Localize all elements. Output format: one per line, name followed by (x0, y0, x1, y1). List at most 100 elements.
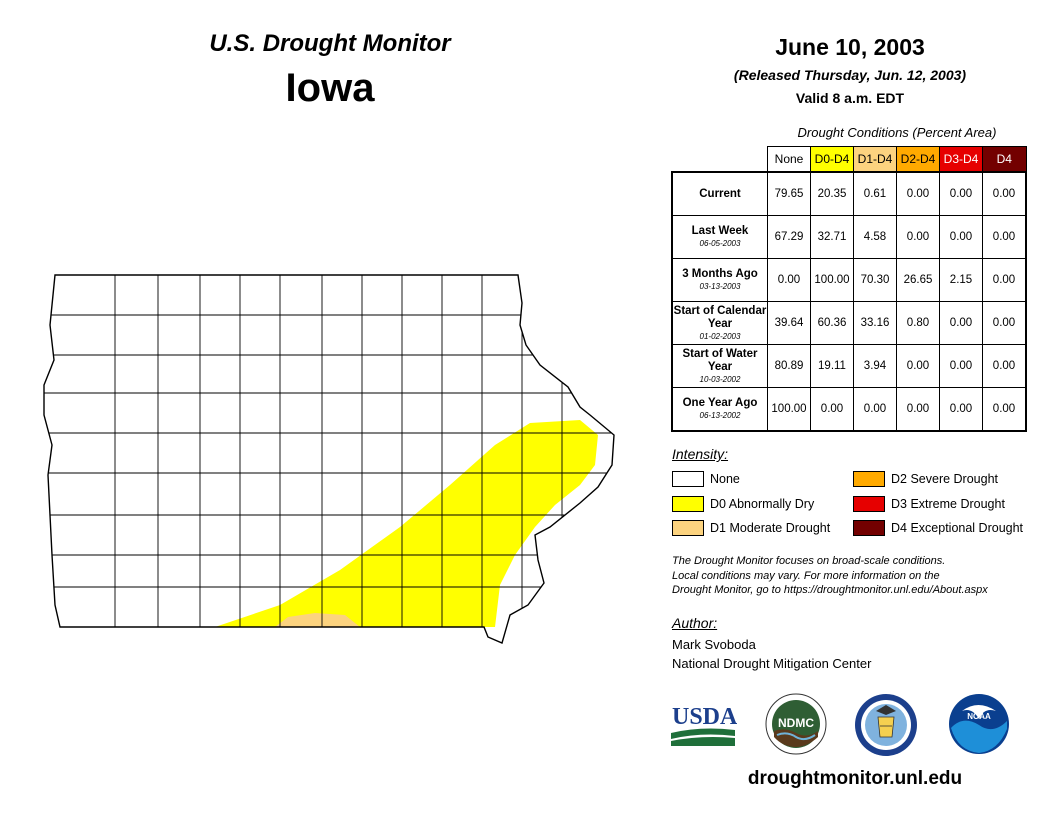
svg-text:USDA: USDA (672, 704, 737, 730)
table-cell: 0.00 (982, 171, 1027, 216)
drought-conditions-table: None D0-D4 D1-D4 D2-D4 D3-D4 D4 Current … (671, 146, 1027, 432)
table-corner (672, 147, 768, 173)
row-date: 06-13-2002 (699, 411, 741, 420)
table-cell: 70.30 (853, 258, 897, 302)
noaa-logo[interactable]: NOAA (948, 693, 1010, 755)
table-cell: 0.00 (939, 344, 983, 388)
valid-time: Valid 8 a.m. EDT (795, 90, 905, 106)
disclaimer-note: The Drought Monitor focuses on broad-sca… (672, 554, 1042, 598)
svg-text:NDMC: NDMC (778, 716, 814, 730)
table-cell: 0.00 (939, 215, 983, 259)
legend-label: D1 Moderate Drought (710, 521, 831, 535)
legend-swatch (853, 520, 885, 536)
column-header-d4: D4 (982, 146, 1027, 173)
legend-item-d3: D3 Extreme Drought (853, 496, 1005, 512)
row-date: 06-05-2003 (699, 239, 741, 248)
column-header-none: None (767, 146, 811, 173)
commerce-seal-logo[interactable] (854, 693, 918, 757)
legend-label: D0 Abnormally Dry (710, 497, 815, 511)
table-cell: 39.64 (767, 301, 811, 345)
table-cell: 0.00 (853, 387, 897, 432)
author-name: Mark Svoboda (672, 637, 756, 652)
table-row: 3 Months Ago 03-13-2003 0.00 100.00 70.30… (671, 258, 1027, 302)
table-cell: 20.35 (810, 171, 854, 216)
table-header-row: None D0-D4 D1-D4 D2-D4 D3-D4 D4 (672, 146, 1027, 173)
row-label: Start of Calendar Year 01-02-2003 (671, 301, 768, 345)
map-date: June 10, 2003 (775, 34, 925, 60)
table-cell: 0.80 (896, 301, 940, 345)
note-line: Local conditions may vary. For more info… (672, 569, 940, 582)
table-cell: 0.00 (982, 344, 1027, 388)
table-row: Start of Water Year 10-03-2002 80.89 19.1… (671, 344, 1027, 388)
table-row: One Year Ago 06-13-2002 100.00 0.00 0.00 … (671, 387, 1027, 432)
legend-swatch (853, 471, 885, 487)
table-row: Current 79.65 20.35 0.61 0.00 0.00 0.00 (671, 171, 1027, 216)
table-cell: 80.89 (767, 344, 811, 388)
table-cell: 100.00 (767, 387, 811, 432)
svg-text:NOAA: NOAA (967, 712, 991, 721)
table-cell: 19.11 (810, 344, 854, 388)
legend-swatch (672, 471, 704, 487)
table-cell: 67.29 (767, 215, 811, 259)
row-label: Last Week 06-05-2003 (671, 215, 768, 259)
legend-title: Intensity: (672, 446, 729, 462)
table-cell: 0.00 (982, 258, 1027, 302)
state-title: Iowa (285, 66, 375, 110)
legend-label: None (710, 472, 740, 486)
column-header-d0-d4: D0-D4 (810, 146, 854, 173)
legend-label: D4 Exceptional Drought (891, 521, 1024, 535)
table-cell: 0.00 (982, 301, 1027, 345)
region-d0-abnormally-dry (215, 420, 598, 627)
release-date: (Released Thursday, Jun. 12, 2003) (733, 67, 967, 83)
table-cell: 4.58 (853, 215, 897, 259)
column-header-d3-d4: D3-D4 (939, 146, 983, 173)
column-header-d2-d4: D2-D4 (896, 146, 940, 173)
legend-item-d4: D4 Exceptional Drought (853, 520, 1023, 536)
table-cell: 0.61 (853, 171, 897, 216)
table-cell: 0.00 (896, 215, 940, 259)
table-cell: 32.71 (810, 215, 854, 259)
legend-item-d1: D1 Moderate Drought (672, 520, 830, 536)
table-cell: 2.15 (939, 258, 983, 302)
monitor-title: U.S. Drought Monitor (209, 30, 451, 57)
table-cell: 0.00 (896, 171, 940, 216)
note-line: The Drought Monitor focuses on broad-sca… (672, 555, 946, 567)
table-cell: 0.00 (939, 387, 983, 432)
table-cell: 0.00 (982, 387, 1027, 432)
table-row: Last Week 06-05-2003 67.29 32.71 4.58 0.0… (671, 215, 1027, 259)
table-cell: 3.94 (853, 344, 897, 388)
iowa-state-outline (43, 274, 615, 644)
legend-item-d0: D0 Abnormally Dry (672, 496, 814, 512)
table-cell: 33.16 (853, 301, 897, 345)
table-cell: 0.00 (939, 171, 983, 216)
row-date: 03-13-2003 (699, 282, 741, 291)
row-label: One Year Ago 06-13-2002 (671, 387, 768, 432)
row-date: 01-02-2003 (699, 331, 741, 341)
table-cell: 0.00 (896, 344, 940, 388)
table-cell: 0.00 (810, 387, 854, 432)
author-org: National Drought Mitigation Center (672, 656, 872, 671)
region-d1-moderate-drought (275, 613, 360, 627)
ndmc-logo[interactable]: NDMC (765, 693, 827, 755)
table-cell: 0.00 (767, 258, 811, 302)
table-cell: 0.00 (939, 301, 983, 345)
table-caption: Drought Conditions (Percent Area) (797, 125, 997, 140)
table-cell: 100.00 (810, 258, 854, 302)
row-label: Current (671, 171, 768, 216)
author-title: Author: (672, 615, 718, 631)
usda-logo[interactable]: USDA (671, 700, 737, 750)
legend-item-none: None (672, 471, 740, 487)
row-label: 3 Months Ago 03-13-2003 (671, 258, 768, 302)
legend-item-d2: D2 Severe Drought (853, 471, 998, 487)
website-link[interactable]: droughtmonitor.unl.edu (747, 768, 963, 789)
table-row: Start of Calendar Year 01-02-2003 39.64 6… (671, 301, 1027, 345)
table-cell: 60.36 (810, 301, 854, 345)
legend-swatch (672, 520, 704, 536)
legend-swatch (853, 496, 885, 512)
note-line[interactable]: Drought Monitor, go to https://droughtmo… (672, 584, 988, 596)
column-header-d1-d4: D1-D4 (853, 146, 897, 173)
iowa-drought-map (43, 274, 615, 644)
legend-swatch (672, 496, 704, 512)
row-label: Start of Water Year 10-03-2002 (671, 344, 768, 388)
table-cell: 0.00 (982, 215, 1027, 259)
